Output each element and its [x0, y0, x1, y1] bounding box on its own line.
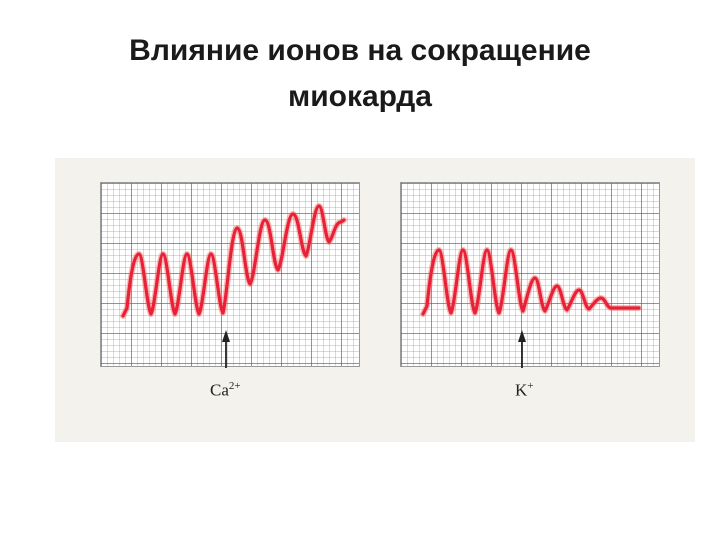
slide-title-line-2: миокарда — [288, 80, 432, 113]
ion-charge-calcium: 2+ — [228, 380, 241, 392]
recording-panel-potassium — [400, 182, 660, 367]
ion-symbol-potassium: K — [515, 380, 528, 400]
trace-potassium — [421, 248, 641, 316]
ion-label-potassium: K+ — [515, 380, 534, 401]
ion-charge-potassium: + — [527, 380, 534, 392]
trace-calcium — [121, 204, 346, 318]
recordings-overlay — [120, 203, 642, 368]
ion-symbol-calcium: Ca — [210, 380, 229, 400]
arrow-potassium-application — [518, 330, 526, 368]
arrow-calcium-application — [222, 330, 230, 368]
figure-myocardium-recordings: Ca2+ K+ — [55, 158, 695, 442]
trace-calcium-glow — [120, 203, 347, 319]
ion-label-calcium: Ca2+ — [210, 380, 241, 401]
slide-title-line-1: Влияние ионов на сокращение — [129, 34, 591, 67]
slide-title: Влияние ионов на сокращение миокарда — [0, 28, 720, 120]
